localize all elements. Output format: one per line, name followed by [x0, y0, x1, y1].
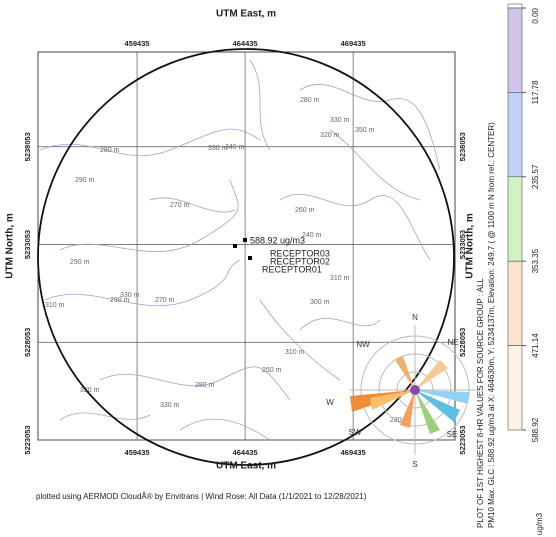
plot-subtitle: PM10 Max. GLC : 588.92 ug/m3 at X: 46463…: [487, 122, 496, 528]
x-tick-label: 464435: [233, 39, 258, 48]
x-title-bottom: UTM East, m: [216, 461, 276, 472]
receptor-marker: [248, 256, 252, 260]
y-tick-label: 5233053: [23, 230, 32, 259]
contour-label: 300 m: [310, 299, 330, 306]
receptor-marker: [243, 238, 247, 242]
y-tick-label: 5228053: [23, 328, 32, 357]
wind-rose-label: NE: [447, 338, 458, 347]
wind-rose-label: N: [412, 313, 418, 322]
contour-label: 240 m: [302, 232, 322, 239]
receptors: 588.92 ug/m3 RECEPTOR01 RECEPTOR02 RECEP…: [233, 235, 330, 274]
wind-rose-label: SE: [447, 430, 458, 439]
contour-labels: 290 m 270 m 310 m 330 m 290 m 320 m 270 …: [45, 97, 410, 424]
contour-label: 270 m: [155, 297, 175, 304]
contour-label: 260 m: [295, 207, 315, 214]
range-circle: [37, 48, 455, 466]
contour-label: 320 m: [320, 132, 340, 139]
legend-swatch: [507, 92, 523, 178]
contour-label: 290 m: [70, 259, 90, 266]
contour-label: 310 m: [45, 302, 65, 309]
legend-swatch: [507, 3, 523, 9]
x-tick-label: 469435: [341, 39, 366, 48]
contours: [39, 59, 441, 441]
contour-label: 280 m: [195, 382, 215, 389]
wind-rose-label: SW: [349, 428, 362, 437]
contour-label: 310 m: [285, 349, 305, 356]
contour-label: 290 m: [75, 177, 95, 184]
receptor-label: RECEPTOR02: [270, 256, 330, 266]
wind-rose-label: W: [326, 398, 334, 407]
legend-tick-label: 353.35: [531, 248, 540, 273]
y-title-left: UTM North, m: [5, 213, 16, 279]
y-tick-label: 5223053: [458, 425, 467, 454]
x-tick-label: 464435: [233, 448, 258, 457]
legend-swatch: [507, 345, 523, 431]
footer: plotted using AERMOD CloudÂ® by Envitran…: [36, 492, 367, 501]
legend-tick-label: 588.92: [531, 417, 540, 442]
contour-label: 330 m: [120, 292, 140, 299]
legend-tick-label: 0.00: [531, 7, 540, 23]
y-tick-label: 5238053: [23, 132, 32, 161]
receptor-label: RECEPTOR03: [270, 248, 330, 258]
contour-label: 230 m: [390, 417, 410, 424]
y-tick-label: 5228053: [458, 328, 467, 357]
legend-swatch: [507, 7, 523, 93]
contour-label: 270 m: [170, 202, 190, 209]
legend-swatch: [507, 260, 523, 346]
y-tick-label: 5238053: [458, 132, 467, 161]
contour-label: 330 m: [160, 402, 180, 409]
contour-label: 320 m: [80, 387, 100, 394]
y-tick-label: 5233053: [458, 230, 467, 259]
legend-tick-label: 235.57: [531, 164, 540, 189]
contour-label: 340 m: [225, 144, 245, 151]
max-label: 588.92 ug/m3: [250, 235, 305, 245]
receptor-marker: [233, 244, 237, 248]
contour-label: 280 m: [100, 147, 120, 154]
x-title-top: UTM East, m: [216, 9, 276, 20]
contour-label: 330 m: [208, 145, 228, 152]
contour-label: 310 m: [330, 275, 350, 282]
legend-unit: ug/m3: [535, 512, 544, 535]
wind-rose: N NE NW W SW SE S: [326, 313, 480, 469]
y-tick-label: 5223053: [23, 425, 32, 454]
x-tick-label: 459435: [125, 39, 150, 48]
wind-rose-label: S: [412, 460, 417, 469]
legend-swatch: [507, 176, 523, 262]
plot-title: PLOT OF 1ST HIGHEST 8-HR VALUES FOR SOUR…: [476, 277, 485, 528]
contour-label: 250 m: [262, 367, 282, 374]
legend-tick-label: 117.78: [531, 80, 540, 104]
receptor-label: RECEPTOR01: [262, 264, 322, 274]
x-tick-label: 459435: [125, 448, 150, 457]
legend-tick-label: 471.14: [531, 333, 540, 358]
contour-label: 280 m: [300, 97, 320, 104]
x-tick-label: 469435: [341, 448, 366, 457]
wind-rose-label: NW: [356, 340, 370, 349]
contour-label: 350 m: [355, 127, 375, 134]
y-title-right: UTM North, m: [465, 213, 476, 279]
contour-label: 290 m: [110, 297, 130, 304]
contour-label: 330 m: [330, 117, 350, 124]
